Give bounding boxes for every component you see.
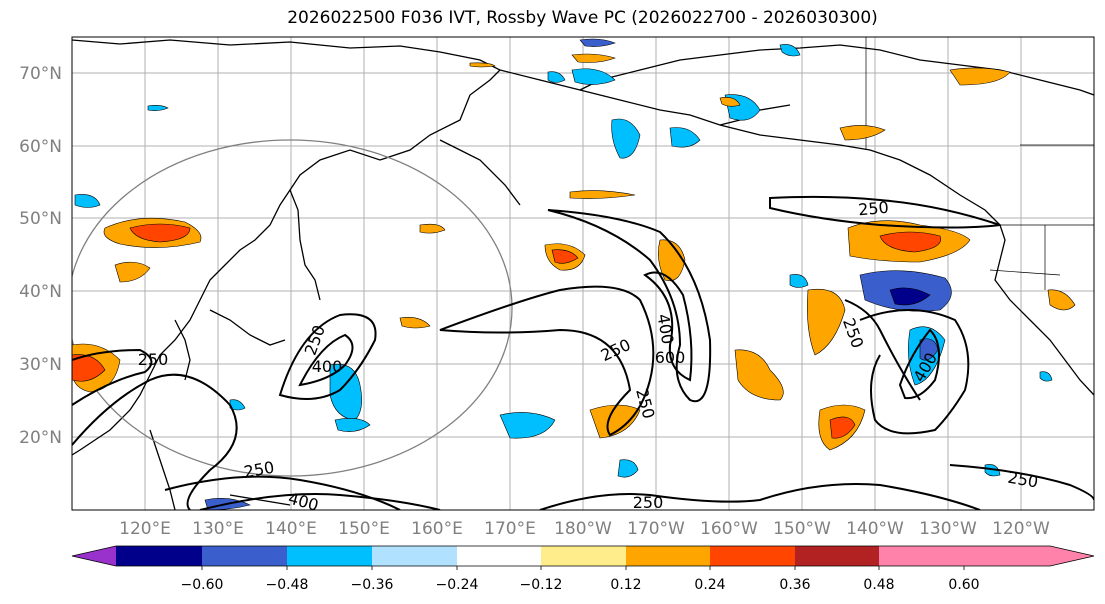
contour-label: 250 <box>598 335 634 365</box>
colorbar-extend-left <box>72 546 116 566</box>
coastlines <box>72 39 1094 510</box>
lat-label: 50°N <box>19 209 62 229</box>
lat-label: 60°N <box>19 137 62 157</box>
map-panel: 250 250 250 250 250 250 250 250 400 400 … <box>72 37 1094 515</box>
lon-label: 170°E <box>484 519 536 539</box>
colorbar-segment <box>879 546 964 566</box>
colorbar-tick-label: −0.36 <box>351 577 394 593</box>
contour-label: 250 <box>242 458 275 482</box>
colorbar-tick-label: −0.48 <box>266 577 309 593</box>
colorbar-segment <box>626 546 710 566</box>
contour-label: 250 <box>138 350 169 369</box>
lat-label: 70°N <box>19 64 62 84</box>
figure-title: 2026022500 F036 IVT, Rossby Wave PC (202… <box>287 8 878 28</box>
colorbar-extend-right <box>964 546 1094 566</box>
map-frame <box>71 36 1095 511</box>
lon-label: 160°E <box>411 519 463 539</box>
colorbar-segment <box>795 546 879 566</box>
lat-label: 30°N <box>19 355 62 375</box>
ivt-contours <box>72 195 1094 510</box>
lon-label: 130°W <box>919 519 977 539</box>
colorbar-ticks <box>201 566 965 570</box>
colorbar-tick-label: 0.24 <box>694 577 725 593</box>
colorbar-segment <box>202 546 287 566</box>
contour-label: 400 <box>653 312 677 345</box>
great-circle <box>72 139 513 477</box>
colorbar-segment <box>457 546 541 566</box>
lon-label: 140°E <box>265 519 317 539</box>
contour-label: 250 <box>857 198 889 220</box>
lon-label: 180°W <box>554 519 612 539</box>
lon-label: 150°W <box>773 519 831 539</box>
lat-label: 40°N <box>19 282 62 302</box>
contour-label: 400 <box>286 489 320 515</box>
lon-label: 140°W <box>846 519 904 539</box>
graticule <box>72 37 1094 510</box>
contour-label: 250 <box>839 316 867 351</box>
lon-label: 120°W <box>992 519 1050 539</box>
lon-label: 130°E <box>192 519 244 539</box>
colorbar: −0.60 −0.48 −0.36 −0.24 −0.12 0.12 0.24 … <box>71 545 1095 593</box>
latitude-labels: 70°N 60°N 50°N 40°N 30°N 20°N <box>19 64 62 448</box>
colorbar-tick-label: 0.60 <box>948 577 979 593</box>
lon-label: 120°E <box>119 519 171 539</box>
colorbar-tick-label: 0.12 <box>610 577 641 593</box>
lon-label: 150°E <box>338 519 390 539</box>
colorbar-segment <box>710 546 795 566</box>
colorbar-segment <box>116 546 202 566</box>
lon-label: 170°W <box>627 519 685 539</box>
lat-label: 20°N <box>19 428 62 448</box>
contour-label: 400 <box>312 357 343 376</box>
colorbar-tick-label: −0.12 <box>520 577 563 593</box>
colorbar-outline <box>71 545 1095 567</box>
colorbar-segment <box>541 546 626 566</box>
contour-label: 250 <box>633 493 664 512</box>
colorbar-tick-label: 0.48 <box>863 577 894 593</box>
colorbar-tick-label: −0.24 <box>436 577 479 593</box>
colorbar-segment <box>287 546 372 566</box>
contour-label: 250 <box>301 323 329 358</box>
contour-label: 600 <box>655 348 686 367</box>
colorbar-tick-labels: −0.60 −0.48 −0.36 −0.24 −0.12 0.12 0.24 … <box>181 577 980 593</box>
contour-label: 250 <box>1006 468 1039 492</box>
colorbar-segment <box>372 546 457 566</box>
colorbar-tick-label: 0.36 <box>779 577 810 593</box>
colorbar-tick-label: −0.60 <box>181 577 224 593</box>
longitude-labels: 120°E 130°E 140°E 150°E 160°E 170°E 180°… <box>119 519 1050 539</box>
lon-label: 160°W <box>700 519 758 539</box>
shading-blobs <box>72 38 1076 510</box>
